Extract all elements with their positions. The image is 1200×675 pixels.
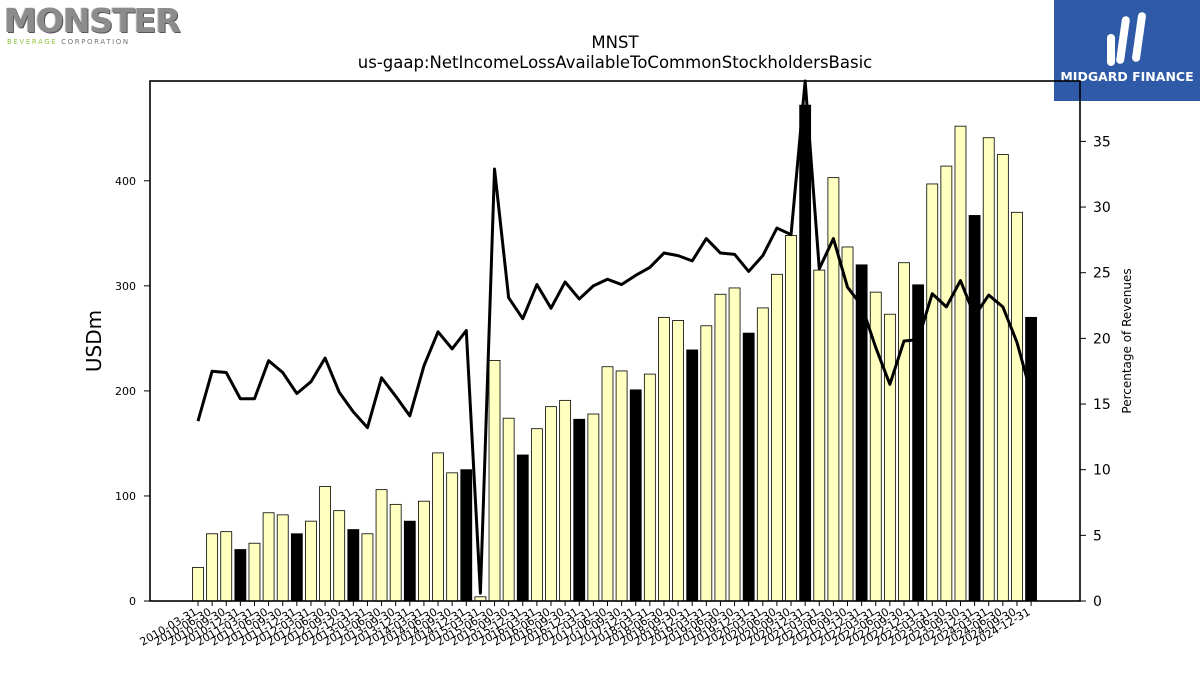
right-tick-label: 15 [1093, 397, 1111, 413]
plot-border [149, 80, 1081, 602]
bar-2018-06-30 [658, 316, 670, 602]
left-axis: 0 100 200 300 400 [115, 175, 150, 608]
right-tick-label: 35 [1093, 134, 1111, 150]
bar-2016-09-30 [559, 399, 572, 602]
bar-2016-12-31 [573, 418, 586, 602]
right-tick-label: 0 [1093, 594, 1102, 610]
bar-2018-03-31 [643, 373, 656, 602]
right-axis: 0 5 10 15 20 25 30 35 [1080, 134, 1111, 610]
bar-2012-12-31 [347, 529, 360, 602]
line-series [196, 79, 1033, 595]
bar-2010-06-30 [206, 533, 219, 602]
plot-frame [149, 80, 1081, 602]
right-tick-label: 5 [1093, 528, 1102, 544]
bar-2014-12-31 [460, 469, 473, 602]
bar-2012-03-31 [305, 520, 317, 602]
left-tick-label: 100 [115, 490, 136, 503]
bar-2015-09-30 [502, 417, 515, 602]
bar-2015-06-30 [488, 360, 501, 602]
bar-2014-06-30 [432, 452, 444, 602]
bar-2011-09-30 [276, 514, 289, 602]
bar-2023-09-30 [954, 125, 967, 602]
bar-2020-12-31 [799, 104, 812, 602]
bar-2019-03-31 [700, 325, 713, 602]
bar-2018-12-31 [686, 349, 699, 602]
bar-2013-06-30 [375, 489, 388, 602]
bar-2019-09-30 [728, 287, 741, 602]
right-tick-label: 10 [1093, 463, 1111, 479]
bar-2024-03-31 [982, 137, 995, 602]
bar-2013-09-30 [389, 503, 402, 602]
bar-2011-12-31 [290, 533, 303, 602]
right-tick-label: 20 [1093, 331, 1111, 347]
bar-2023-03-31 [926, 183, 939, 602]
bar-2024-12-31 [1025, 316, 1037, 602]
bar-series [192, 104, 1037, 602]
bar-2011-03-31 [248, 542, 261, 602]
bar-2024-09-30 [1011, 211, 1023, 602]
bar-2022-06-30 [883, 313, 896, 602]
x-axis: 2010-03-312010-06-302010-09-302010-12-31… [138, 601, 1033, 649]
left-tick-label: 200 [115, 385, 136, 398]
monster-logo-subline: BEVERAGE CORPORATION [7, 38, 130, 46]
chart-subtitle: us-gaap:NetIncomeLossAvailableToCommonSt… [358, 53, 872, 72]
bar-2010-12-31 [234, 549, 247, 602]
bar-2021-09-30 [841, 246, 854, 602]
bar-2010-09-30 [220, 531, 233, 602]
bar-2022-09-30 [898, 262, 910, 602]
left-tick-label: 0 [129, 595, 136, 608]
monster-logo: MONSTER BEVERAGE CORPORATION [4, 4, 181, 47]
bar-2012-06-30 [319, 486, 331, 602]
left-tick-label: 400 [115, 175, 136, 188]
y2-axis-label: Percentage of Revenues [1120, 268, 1134, 413]
bar-2024-06-30 [996, 154, 1009, 602]
bar-2015-12-31 [516, 454, 529, 602]
bar-2014-09-30 [446, 472, 459, 602]
bar-2013-12-31 [403, 520, 416, 602]
right-tick-label: 25 [1093, 266, 1111, 282]
y-axis-label: USDm [82, 310, 106, 372]
monster-logo-accent: BEVERAGE [7, 38, 58, 46]
bar-2017-12-31 [629, 389, 642, 602]
bar-2018-09-30 [672, 320, 684, 602]
bar-2019-12-31 [742, 332, 755, 602]
monster-logo-wordmark: MONSTER [4, 1, 181, 40]
chart-title: MNST [591, 33, 639, 52]
percentage-line [196, 79, 1033, 595]
bar-2020-09-30 [785, 235, 797, 602]
bar-2013-03-31 [361, 533, 374, 602]
midgard-finance-logo: MIDGARD FINANCE [1054, 0, 1200, 101]
left-tick-label: 300 [115, 280, 136, 293]
right-tick-label: 30 [1093, 200, 1111, 216]
midgard-logo-icon [1107, 12, 1146, 66]
bar-2020-06-30 [771, 273, 783, 602]
bar-2021-03-31 [813, 269, 826, 602]
bar-2020-03-31 [756, 307, 769, 602]
midgard-logo-text: MIDGARD FINANCE [1060, 69, 1194, 84]
bar-2016-03-31 [530, 428, 543, 602]
bar-2023-12-31 [968, 215, 981, 602]
bar-2017-06-30 [601, 366, 614, 602]
monster-logo-rest: CORPORATION [61, 38, 130, 46]
bar-2012-09-30 [333, 510, 346, 602]
bar-2010-03-31 [192, 566, 204, 602]
bar-2017-09-30 [615, 370, 628, 602]
bar-2023-06-30 [940, 165, 953, 602]
bar-2019-06-30 [714, 293, 727, 602]
bar-2017-03-31 [587, 413, 600, 602]
bar-2014-03-31 [418, 500, 430, 602]
bar-2016-06-30 [545, 406, 557, 602]
bar-2011-06-30 [262, 512, 275, 602]
